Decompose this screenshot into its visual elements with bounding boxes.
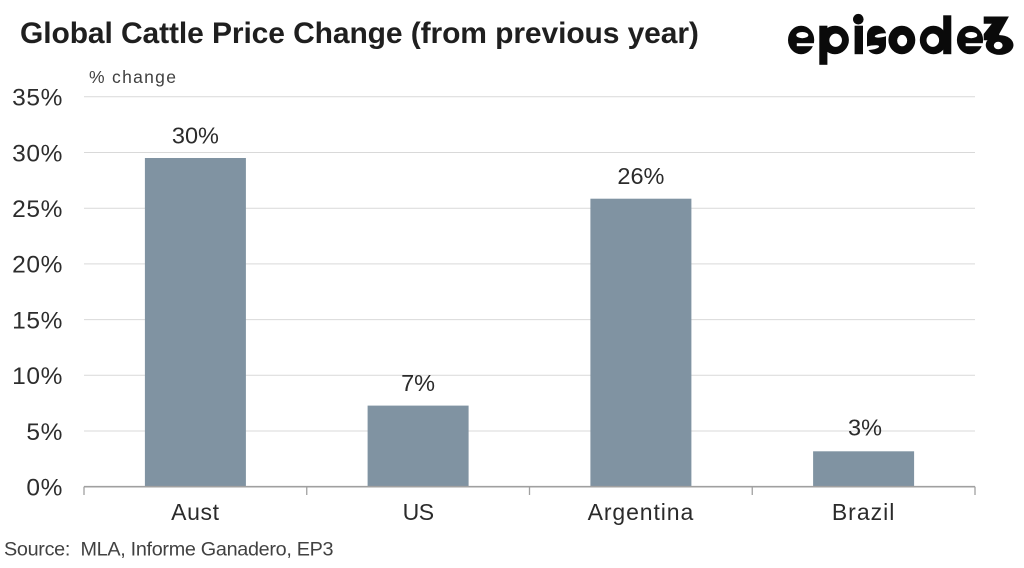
svg-text:Brazil: Brazil [832,499,896,525]
svg-text:35%: 35% [12,85,63,112]
svg-text:Argentina: Argentina [588,499,695,525]
svg-text:15%: 15% [12,307,63,334]
svg-text:Aust: Aust [171,499,219,525]
svg-text:30%: 30% [12,140,63,167]
svg-text:25%: 25% [12,196,63,223]
svg-text:US: US [403,499,434,525]
svg-text:20%: 20% [12,252,63,279]
svg-text:Global Cattle Price Change (fr: Global Cattle Price Change (from previou… [20,17,699,50]
svg-text:26%: 26% [617,163,664,189]
svg-text:7%: 7% [401,370,435,396]
svg-text:% change: % change [89,67,177,87]
svg-text:3%: 3% [848,415,882,441]
svg-text:10%: 10% [12,363,63,390]
svg-text:0%: 0% [26,475,63,502]
svg-text:30%: 30% [172,122,219,148]
svg-text:Source: MLA, Informe Ganadero: Source: MLA, Informe Ganadero, EP3 [4,538,334,560]
svg-text:5%: 5% [26,419,63,446]
